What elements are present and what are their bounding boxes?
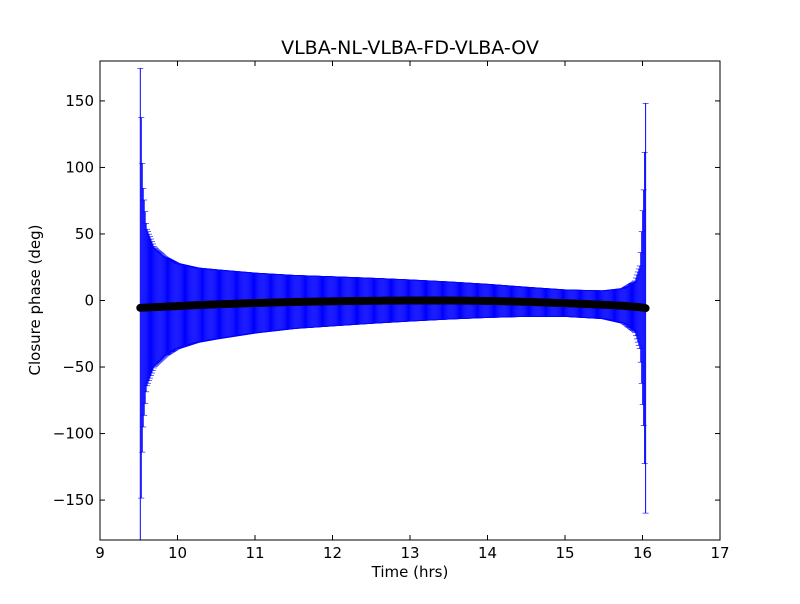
y-tick-label: 50: [75, 225, 94, 243]
x-tick-label: 11: [245, 544, 264, 562]
x-tick-label: 10: [168, 544, 187, 562]
x-tick-label: 12: [323, 544, 342, 562]
marker-group: [136, 296, 650, 313]
x-tick-label: 14: [478, 544, 497, 562]
plot-area: [136, 68, 650, 540]
y-axis-label: Closure phase (deg): [26, 225, 44, 376]
y-tick-label: −150: [53, 491, 94, 509]
y-tick-label: 100: [65, 158, 94, 176]
x-tick-label: 15: [555, 544, 574, 562]
x-tick-label: 13: [400, 544, 419, 562]
chart-title: VLBA-NL-VLBA-FD-VLBA-OV: [281, 37, 539, 59]
x-tick-label: 17: [710, 544, 729, 562]
x-axis-label: Time (hrs): [371, 563, 449, 581]
y-tick-label: 0: [84, 292, 94, 310]
x-tick-label: 9: [95, 544, 105, 562]
data-point: [641, 304, 650, 313]
axis-ticks: 9 10 11 12 13 14 15 16 17 −150 −100 −50 0 50 100 150: [53, 61, 730, 562]
y-tick-label: 150: [65, 92, 94, 110]
y-tick-label: −100: [53, 425, 94, 443]
y-tick-label: −50: [62, 358, 94, 376]
axes-frame: [99, 60, 721, 541]
x-tick-label: 16: [633, 544, 652, 562]
